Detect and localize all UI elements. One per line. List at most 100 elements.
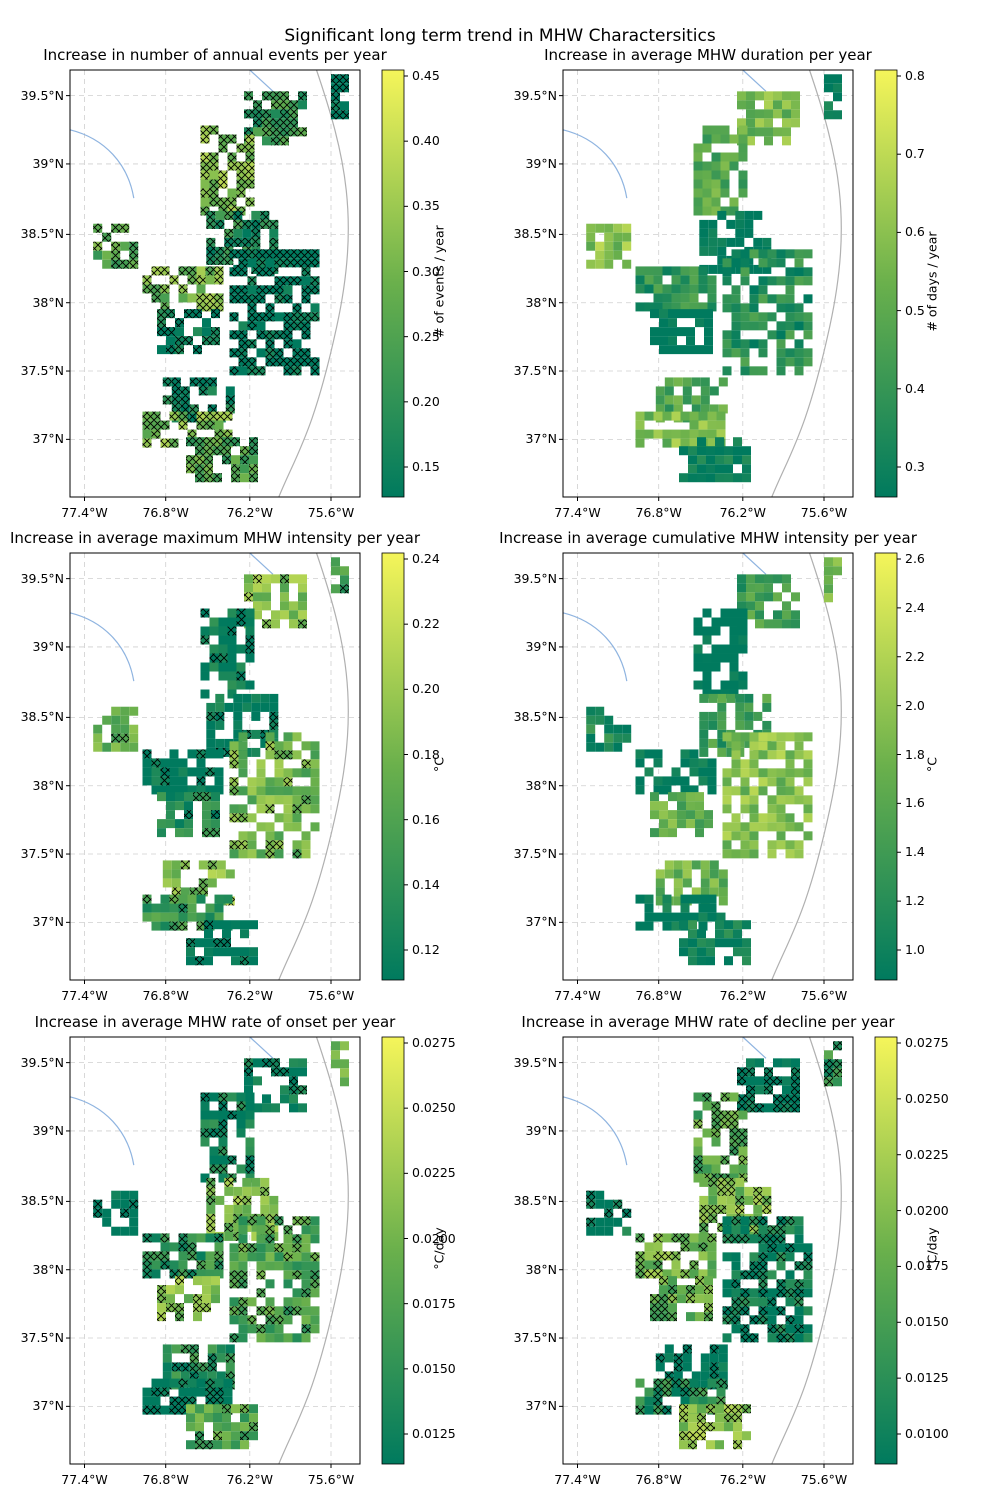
trend-cell: [731, 822, 741, 832]
trend-cell: [689, 438, 699, 448]
significance-hatch: [225, 1371, 235, 1381]
trend-cell: [742, 947, 751, 957]
trend-cell: [111, 1199, 121, 1209]
significance-hatch: [229, 840, 239, 850]
trend-cell: [717, 702, 727, 712]
significance-hatch: [171, 404, 181, 414]
significance-hatch: [238, 348, 248, 358]
trend-cell: [222, 1413, 231, 1423]
significance-hatch: [256, 1306, 266, 1316]
map-frame: [562, 69, 854, 498]
significance-hatch: [236, 188, 246, 198]
significance-hatch: [776, 1216, 786, 1226]
trend-cell: [731, 1288, 741, 1298]
trend-cell: [251, 1231, 261, 1241]
trend-cell: [749, 840, 759, 850]
trend-cell: [253, 1076, 262, 1086]
x-tick-label: 77.4°W: [61, 988, 108, 1003]
trend-cell: [274, 795, 284, 805]
trend-cell: [708, 693, 718, 703]
trend-cell: [200, 1137, 210, 1147]
trend-cell: [662, 293, 672, 303]
significance-hatch: [722, 1234, 732, 1244]
trend-cell: [668, 828, 677, 838]
significance-hatch: [749, 1216, 759, 1226]
trend-cell: [740, 732, 750, 742]
trend-cell: [709, 386, 719, 396]
significance-hatch: [673, 1362, 683, 1372]
trend-cell: [604, 250, 614, 260]
trend-cell: [737, 118, 746, 128]
trend-cell: [292, 822, 302, 832]
trend-cell: [702, 161, 712, 171]
trend-cell: [253, 601, 262, 611]
trend-cell: [292, 795, 302, 805]
trend-cell: [187, 1233, 197, 1243]
significance-hatch: [733, 1404, 742, 1414]
trend-cell: [680, 438, 690, 448]
significance-hatch: [202, 336, 211, 346]
trend-cell: [193, 327, 202, 337]
trend-cell: [214, 420, 224, 430]
trend-cell: [653, 275, 663, 285]
trend-cell: [702, 188, 712, 198]
trend-cell: [715, 1440, 724, 1450]
trend-cell: [785, 330, 795, 340]
colorbar-tick-label: 0.5: [905, 302, 925, 318]
trend-cell: [659, 819, 668, 829]
trend-cell: [245, 653, 255, 663]
trend-cell: [738, 188, 748, 198]
colorbar: [874, 1036, 898, 1465]
trend-cell: [794, 366, 804, 376]
trend-cell: [680, 785, 690, 795]
significance-hatch: [265, 1315, 275, 1325]
trend-cell: [274, 1306, 284, 1316]
x-tick-label: 77.4°W: [554, 1472, 601, 1487]
x-tick-label: 76.2°W: [719, 988, 767, 1003]
significance-hatch: [749, 1270, 759, 1280]
trend-cell: [782, 136, 791, 146]
significance-hatch: [196, 411, 206, 421]
significance-hatch: [301, 1324, 311, 1334]
trend-cell: [178, 1251, 188, 1261]
trend-cell: [206, 720, 216, 730]
trend-cell: [742, 1431, 751, 1441]
significance-hatch: [635, 1260, 645, 1270]
significance-hatch: [247, 1243, 257, 1253]
trend-cell: [247, 1297, 257, 1307]
trend-cell: [301, 849, 311, 859]
trend-cell: [740, 249, 750, 259]
significance-hatch: [214, 275, 224, 285]
trend-cell: [702, 653, 712, 663]
significance-hatch: [720, 1092, 730, 1102]
significance-hatch: [758, 1216, 768, 1226]
colorbar-tick-label: 0.20: [412, 681, 440, 697]
significance-hatch: [762, 1195, 772, 1205]
trend-cell: [699, 693, 709, 703]
trend-cell: [729, 662, 739, 672]
trend-cell: [731, 1324, 741, 1334]
trend-cell: [711, 1164, 721, 1174]
colorbar-label: # of events / year: [431, 224, 447, 338]
trend-cell: [737, 574, 746, 584]
trend-cell: [803, 330, 813, 340]
trend-cell: [283, 1234, 293, 1244]
significance-hatch: [292, 258, 302, 268]
trend-cell: [242, 702, 252, 712]
trend-cell: [707, 1269, 717, 1279]
trend-cell: [794, 1243, 804, 1253]
trend-cell: [256, 759, 266, 769]
trend-cell: [689, 758, 699, 768]
trend-cell: [668, 345, 677, 355]
trend-cell: [271, 619, 280, 629]
trend-cell: [785, 312, 795, 322]
trend-cell: [178, 894, 188, 904]
trend-cell: [731, 339, 741, 349]
trend-cell: [209, 626, 219, 636]
significance-hatch: [680, 1242, 690, 1252]
significance-hatch: [229, 813, 239, 823]
y-tick-label: 39°N: [32, 155, 64, 171]
colorbar-tick-label: 0.35: [412, 198, 440, 214]
trend-cell: [738, 179, 748, 189]
significance-hatch: [767, 1225, 777, 1235]
